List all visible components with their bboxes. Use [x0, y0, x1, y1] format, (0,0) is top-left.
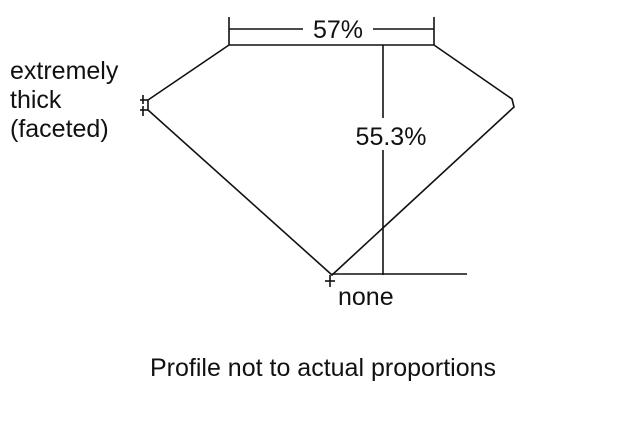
depth-label: 55.3%: [356, 123, 427, 151]
girdle-label-line-1: extremely: [10, 57, 119, 85]
caption: Profile not to actual proportions: [150, 354, 496, 382]
girdle-label-line-3: (faceted): [10, 115, 109, 143]
gem-outline: [147, 44, 515, 277]
culet-label: none: [338, 283, 394, 311]
girdle-label-line-2: thick: [10, 86, 62, 114]
table-label: 57%: [313, 16, 363, 44]
